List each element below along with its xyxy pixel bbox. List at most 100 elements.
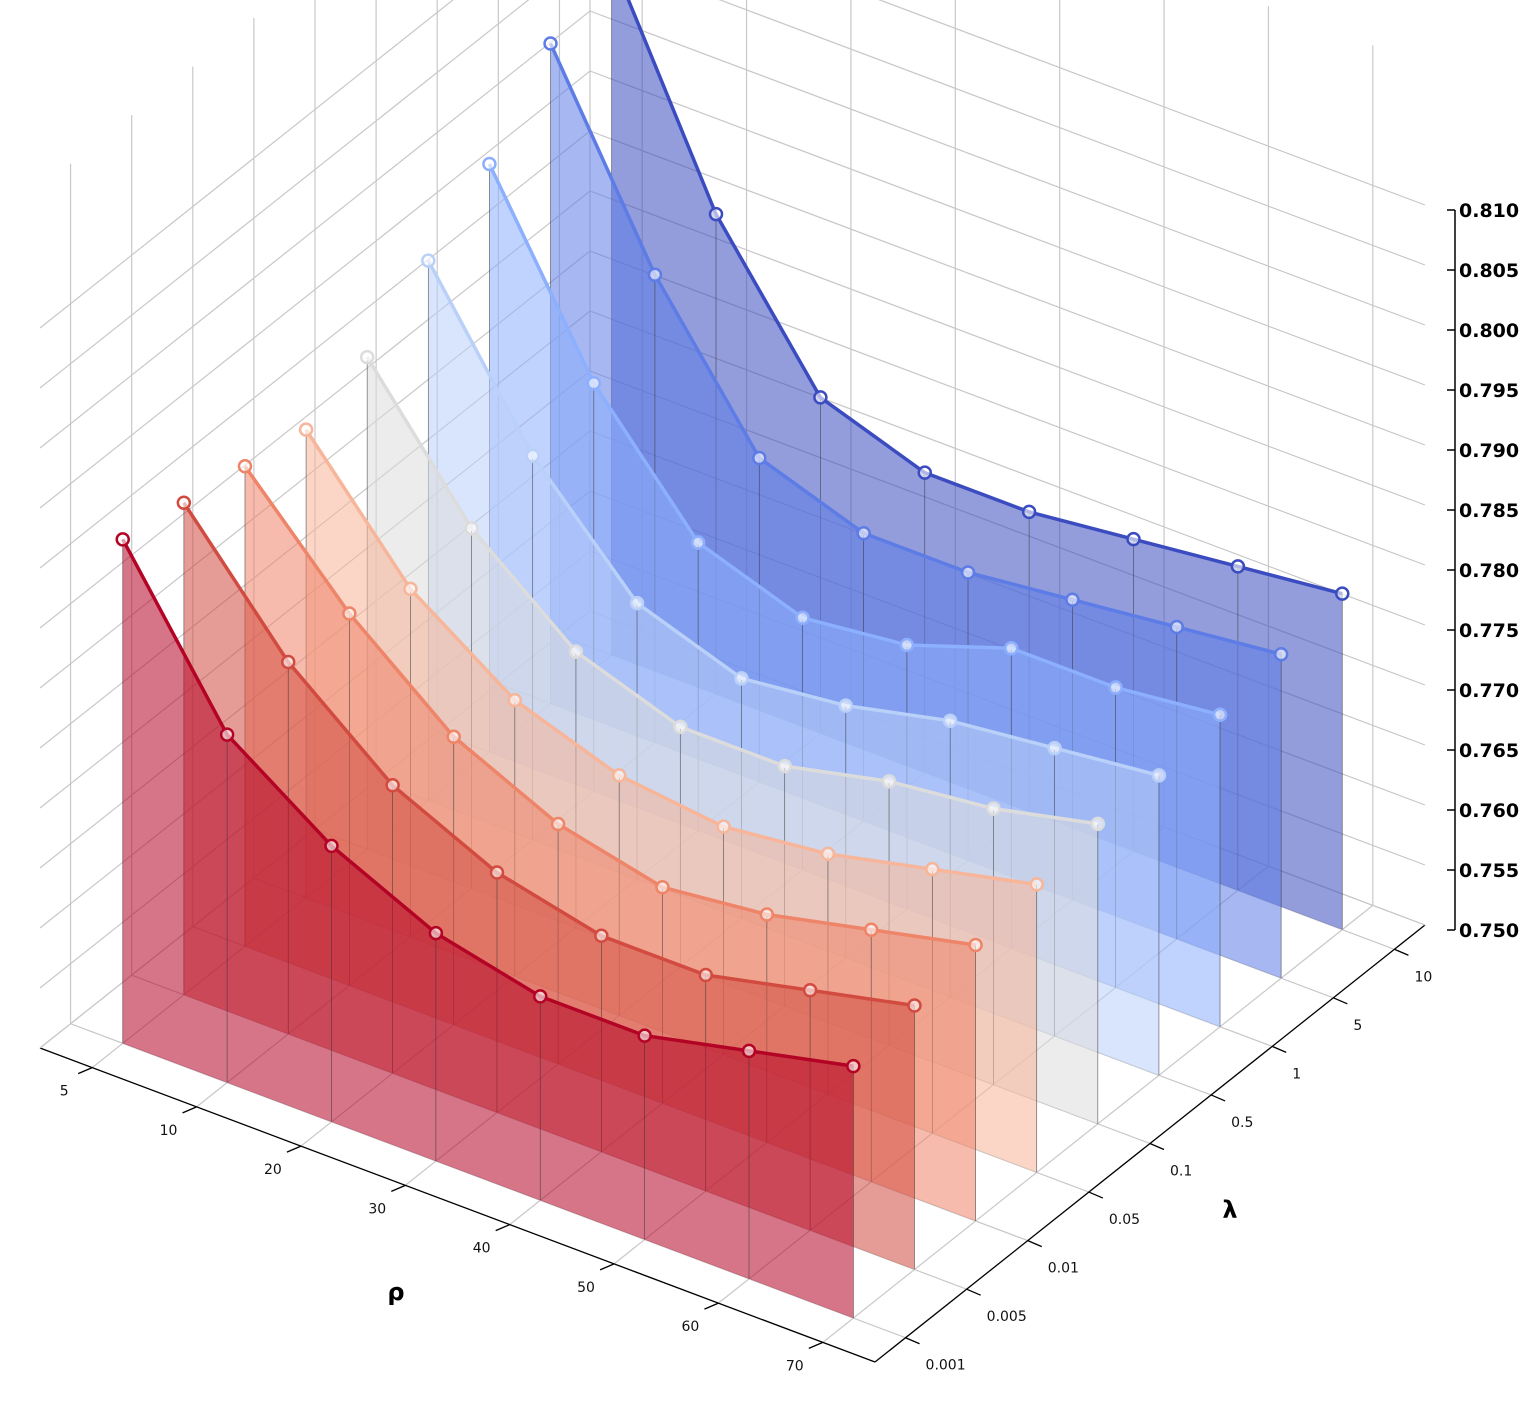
y-tick-label: 5 <box>1353 1018 1362 1034</box>
data-point <box>647 267 663 282</box>
data-point <box>550 816 566 832</box>
x-tick <box>495 1224 510 1232</box>
data-point <box>359 349 375 365</box>
data-point <box>298 422 314 437</box>
data-point <box>1004 641 1019 656</box>
y-tick <box>1271 1045 1287 1053</box>
data-point <box>655 879 670 895</box>
data-point <box>838 698 854 713</box>
x-tick-label: 20 <box>264 1162 282 1178</box>
data-point <box>690 535 706 550</box>
data-point <box>586 376 602 391</box>
data-point <box>907 998 922 1013</box>
series-line <box>121 538 854 1068</box>
y-tick <box>1027 1240 1043 1248</box>
data-point <box>960 565 976 580</box>
data-point <box>1151 768 1167 783</box>
z-tick-label: 0.810 <box>1459 200 1519 222</box>
data-point <box>421 253 436 268</box>
data-point <box>525 448 540 464</box>
y-tick-label: 0.5 <box>1231 1115 1253 1131</box>
z-tick-label: 0.785 <box>1459 500 1519 522</box>
data-point <box>698 967 713 983</box>
y-tick-label: 0.001 <box>926 1358 966 1374</box>
grid-line-z <box>39 0 1426 329</box>
series-line <box>365 356 1099 826</box>
z-tick-label: 0.795 <box>1459 380 1519 402</box>
data-point <box>734 671 749 686</box>
data-point <box>115 532 130 547</box>
series-line <box>487 163 1221 717</box>
x-axis-line <box>39 1047 876 1363</box>
y-tick-label: 10 <box>1414 969 1432 985</box>
data-point <box>968 937 983 953</box>
data-point <box>324 838 339 854</box>
data-point <box>543 36 558 51</box>
data-point <box>176 495 192 511</box>
data-point <box>594 928 609 944</box>
z-tick-label: 0.800 <box>1459 320 1519 342</box>
x-tick <box>391 1184 406 1192</box>
data-point <box>795 610 810 626</box>
data-point <box>280 654 296 670</box>
y-tick-label: 0.05 <box>1109 1212 1140 1228</box>
z-axis: 0.750 0.755 0.760 0.765 0.770 0.775 0.780 0.785… <box>1447 200 1519 942</box>
data-point <box>637 1028 652 1043</box>
y-tick <box>1149 1142 1165 1151</box>
data-point <box>899 637 915 653</box>
data-point <box>846 1058 861 1074</box>
data-point <box>942 713 958 729</box>
x-tick <box>182 1106 197 1114</box>
z-tick-label: 0.760 <box>1459 800 1519 822</box>
series-line <box>304 428 1037 887</box>
y-tick <box>966 1288 981 1296</box>
x-tick <box>599 1263 615 1271</box>
data-point <box>446 729 461 744</box>
data-point <box>673 719 688 735</box>
series-line <box>243 465 976 947</box>
z-tick-label: 0.765 <box>1459 740 1519 762</box>
x-tick-label: 10 <box>160 1123 178 1139</box>
z-tick-label: 0.790 <box>1459 440 1519 462</box>
x-tick <box>77 1067 93 1075</box>
data-point <box>881 774 897 789</box>
data-point <box>1126 531 1141 547</box>
data-point <box>342 606 357 621</box>
data-point <box>802 983 818 998</box>
x-tick <box>808 1341 824 1349</box>
z-tick-label: 0.755 <box>1459 860 1519 882</box>
data-point <box>1108 680 1123 695</box>
data-point <box>629 595 645 611</box>
data-point <box>507 692 523 708</box>
data-point <box>925 861 940 877</box>
data-point <box>917 465 933 480</box>
data-point <box>385 778 400 793</box>
data-point <box>1169 619 1185 635</box>
z-tick-label: 0.775 <box>1459 620 1519 642</box>
data-point <box>820 846 836 862</box>
data-point <box>716 819 731 834</box>
data-point <box>1047 740 1062 756</box>
series-line <box>426 259 1160 778</box>
grid-line-z <box>39 0 1426 389</box>
x-axis-ticks: 70 60 50 40 30 20 10 5 <box>60 1067 824 1374</box>
data-point <box>482 156 497 172</box>
z-tick-label: 0.805 <box>1459 260 1519 282</box>
x-tick-label: 40 <box>473 1241 491 1257</box>
data-point <box>1273 646 1289 662</box>
data-point <box>428 925 444 941</box>
data-point <box>1021 504 1037 520</box>
data-point <box>856 525 871 541</box>
data-point <box>752 450 767 466</box>
data-point <box>611 768 627 783</box>
y-tick-label: 1 <box>1292 1066 1301 1082</box>
series-fill <box>122 539 854 1319</box>
data-point <box>219 727 235 742</box>
data-point <box>759 907 775 922</box>
x-tick-label: 70 <box>786 1358 804 1374</box>
x-tick-label: 50 <box>577 1280 595 1296</box>
y-tick <box>1394 948 1409 956</box>
data-point <box>568 644 584 659</box>
data-point <box>708 206 724 222</box>
